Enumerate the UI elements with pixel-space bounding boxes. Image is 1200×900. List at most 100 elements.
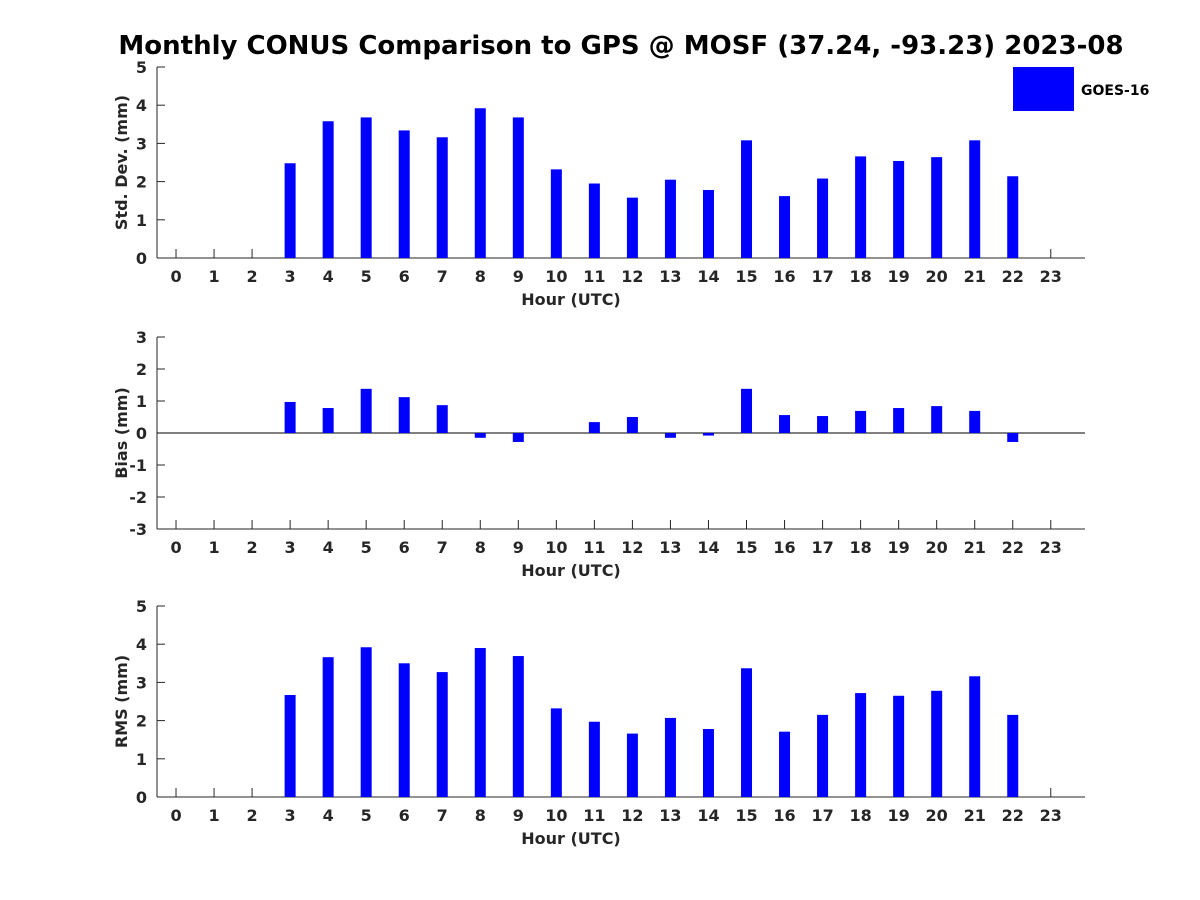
x-tick-label: 2: [247, 538, 258, 557]
x-axis-label: Hour (UTC): [521, 829, 621, 848]
bar-hour-11: [588, 183, 600, 258]
bar-hour-20: [931, 406, 943, 433]
x-tick-label: 11: [583, 538, 605, 557]
y-tick-label: 0: [136, 249, 147, 268]
x-tick-label: 16: [773, 806, 795, 825]
y-tick-label: -3: [129, 520, 147, 539]
bar-hour-21: [969, 676, 981, 797]
chart-title: Monthly CONUS Comparison to GPS @ MOSF (…: [118, 31, 1123, 61]
x-tick-label: 19: [888, 538, 910, 557]
bar-hour-13: [664, 179, 676, 258]
x-tick-label: 15: [735, 806, 757, 825]
bar-hour-10: [550, 169, 562, 258]
bar-hour-4: [322, 121, 334, 258]
bar-hour-12: [626, 417, 638, 433]
x-tick-label: 6: [399, 267, 410, 286]
y-tick-label: 1: [136, 750, 147, 769]
x-tick-label: 11: [583, 806, 605, 825]
x-tick-label: 6: [399, 806, 410, 825]
bar-hour-15: [741, 388, 753, 433]
bar-hour-14: [702, 729, 714, 797]
bar-hour-8: [474, 648, 486, 797]
bar-hour-14: [702, 190, 714, 258]
bar-hour-6: [398, 397, 410, 433]
bar-hour-16: [779, 415, 791, 433]
x-tick-label: 2: [247, 267, 258, 286]
bar-hour-15: [741, 140, 753, 258]
x-tick-label: 2: [247, 806, 258, 825]
bar-hour-5: [360, 117, 372, 258]
x-tick-label: 22: [1002, 267, 1024, 286]
x-tick-label: 9: [513, 267, 524, 286]
y-tick-label: 2: [136, 712, 147, 731]
x-tick-label: 21: [964, 806, 986, 825]
x-tick-label: 5: [361, 267, 372, 286]
x-tick-label: 15: [735, 538, 757, 557]
x-tick-label: 22: [1002, 806, 1024, 825]
x-tick-label: 21: [964, 267, 986, 286]
bar-hour-9: [512, 117, 524, 258]
x-tick-label: 1: [208, 267, 219, 286]
bar-hour-8: [474, 108, 486, 258]
x-tick-label: 10: [545, 267, 567, 286]
bar-hour-12: [626, 733, 638, 797]
x-tick-label: 5: [361, 806, 372, 825]
x-tick-label: 0: [170, 538, 181, 557]
y-tick-label: 5: [136, 597, 147, 616]
bar-hour-8: [474, 433, 486, 438]
bar-hour-20: [931, 690, 943, 797]
x-tick-label: 12: [621, 267, 643, 286]
y-tick-label: 4: [136, 635, 147, 654]
x-tick-label: 14: [697, 267, 719, 286]
bar-hour-3: [284, 695, 296, 797]
x-tick-label: 16: [773, 538, 795, 557]
legend: GOES-16: [1013, 67, 1149, 111]
bar-hour-22: [1007, 714, 1019, 797]
x-tick-label: 7: [437, 806, 448, 825]
bar-hour-19: [893, 408, 905, 433]
bar-hour-15: [741, 668, 753, 797]
x-tick-label: 14: [697, 538, 719, 557]
bar-hour-20: [931, 157, 943, 258]
x-tick-label: 3: [285, 538, 296, 557]
bar-hour-3: [284, 401, 296, 433]
y-tick-label: 2: [136, 360, 147, 379]
y-tick-label: -1: [129, 456, 147, 475]
x-axis-label: Hour (UTC): [521, 561, 621, 580]
y-tick-label: 1: [136, 392, 147, 411]
x-tick-label: 1: [208, 806, 219, 825]
x-tick-label: 8: [475, 806, 486, 825]
x-tick-label: 18: [849, 538, 871, 557]
x-tick-label: 8: [475, 267, 486, 286]
bar-hour-19: [893, 695, 905, 797]
y-axis-label: Std. Dev. (mm): [112, 95, 131, 230]
bar-hour-13: [664, 717, 676, 797]
y-tick-label: 3: [136, 673, 147, 692]
bar-hour-19: [893, 160, 905, 258]
y-axis-label: Bias (mm): [112, 387, 131, 479]
x-tick-label: 7: [437, 538, 448, 557]
bar-hour-4: [322, 408, 334, 433]
x-tick-label: 4: [323, 538, 334, 557]
bar-hour-16: [779, 731, 791, 797]
x-tick-label: 7: [437, 267, 448, 286]
bar-hour-21: [969, 410, 981, 433]
x-tick-label: 13: [659, 806, 681, 825]
bar-hour-10: [550, 708, 562, 797]
x-tick-label: 23: [1040, 538, 1062, 557]
bar-hour-18: [855, 156, 867, 258]
x-tick-label: 0: [170, 806, 181, 825]
x-tick-label: 9: [513, 806, 524, 825]
y-tick-label: 0: [136, 788, 147, 807]
bar-hour-6: [398, 130, 410, 258]
x-tick-label: 8: [475, 538, 486, 557]
x-tick-label: 11: [583, 267, 605, 286]
y-tick-label: 2: [136, 173, 147, 192]
bar-hour-7: [436, 137, 448, 258]
x-tick-label: 13: [659, 267, 681, 286]
legend-label-goes-16: GOES-16: [1081, 83, 1149, 99]
x-tick-label: 16: [773, 267, 795, 286]
